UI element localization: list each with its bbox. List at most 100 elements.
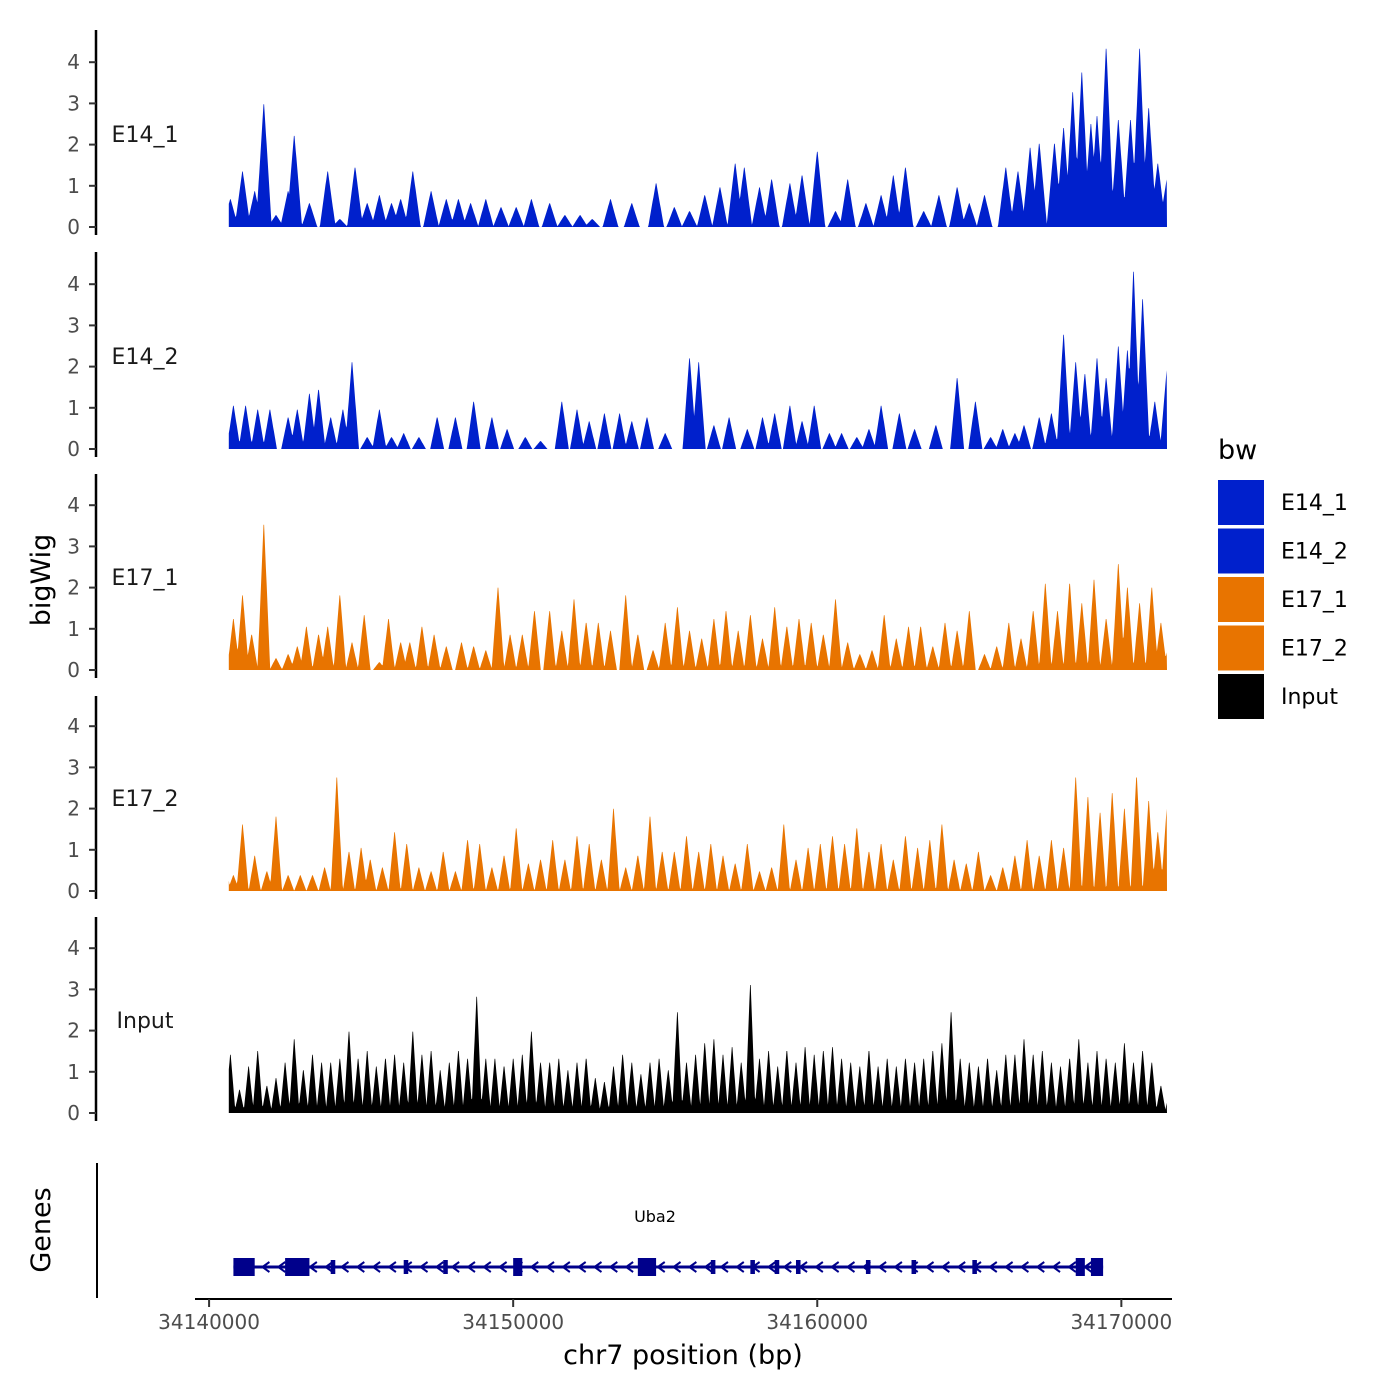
genes-track-title: Genes bbox=[26, 1187, 57, 1272]
gene-exon bbox=[865, 1260, 871, 1274]
gene-exon bbox=[443, 1260, 448, 1274]
strand-arrow bbox=[450, 1261, 460, 1273]
track-label: E17_2 bbox=[112, 787, 179, 812]
gene-exon bbox=[513, 1258, 523, 1276]
strand-arrow bbox=[671, 1261, 682, 1273]
strand-arrow bbox=[893, 1261, 903, 1273]
strand-arrow bbox=[735, 1261, 745, 1273]
legend-key-E14_1 bbox=[1218, 480, 1264, 525]
y-tick-label: 2 bbox=[67, 355, 80, 379]
strand-arrow bbox=[466, 1261, 476, 1273]
legend-key-E14_2 bbox=[1218, 528, 1264, 574]
track-label: E17_1 bbox=[112, 566, 179, 591]
gene-label: Uba2 bbox=[634, 1207, 676, 1226]
legend-key-E17_1 bbox=[1218, 577, 1264, 622]
strand-arrow bbox=[260, 1261, 271, 1273]
strand-arrow bbox=[766, 1261, 777, 1273]
y-tick-label: 1 bbox=[67, 396, 80, 420]
strand-arrow bbox=[1003, 1261, 1014, 1273]
y-tick-label: 1 bbox=[67, 838, 80, 862]
legend-label: E17_2 bbox=[1281, 637, 1348, 662]
track-E17_1: 0 1 2 3 4 E17_1 bbox=[67, 474, 1168, 682]
strand-arrow bbox=[482, 1261, 492, 1273]
strand-arrow bbox=[656, 1261, 666, 1273]
gene-track: Uba2 bbox=[96, 1163, 1104, 1298]
y-tick-label: 0 bbox=[67, 1101, 80, 1125]
strand-arrow bbox=[308, 1261, 318, 1273]
bigwig-tracks: 0 1 2 3 4 E14_1 0 1 2 3 4 E14_2 0 1 2 3 4 E17_1 0 1 2 3 4 E17_2… bbox=[67, 30, 1168, 1125]
legend-label: E17_1 bbox=[1281, 588, 1348, 613]
strand-arrow bbox=[988, 1261, 998, 1273]
gene-exon bbox=[1075, 1258, 1085, 1276]
y-tick-label: 4 bbox=[67, 493, 80, 517]
y-tick-label: 2 bbox=[67, 576, 80, 600]
y-tick-label: 4 bbox=[67, 272, 80, 296]
x-tick-label: 34160000 bbox=[766, 1310, 868, 1334]
x-tick-label: 34170000 bbox=[1070, 1310, 1172, 1334]
strand-arrow bbox=[956, 1261, 966, 1273]
strand-arrow bbox=[608, 1261, 618, 1273]
y-tick-label: 4 bbox=[67, 936, 80, 960]
strand-arrow bbox=[339, 1261, 350, 1273]
legend-label: Input bbox=[1281, 685, 1338, 710]
strand-arrow bbox=[719, 1261, 729, 1273]
x-tick-label: 34140000 bbox=[158, 1310, 260, 1334]
y-tick-label: 3 bbox=[67, 755, 80, 779]
strand-arrow bbox=[814, 1261, 824, 1273]
track-label: Input bbox=[117, 1009, 174, 1034]
strand-arrow bbox=[371, 1261, 381, 1273]
strand-arrow bbox=[782, 1261, 792, 1273]
gene-exon bbox=[403, 1260, 409, 1274]
strand-arrow bbox=[624, 1261, 634, 1273]
gene-exon bbox=[911, 1260, 917, 1274]
strand-arrow bbox=[576, 1261, 587, 1273]
gene-exon bbox=[1090, 1258, 1104, 1276]
y-tick-label: 2 bbox=[67, 1019, 80, 1043]
track-label: E14_2 bbox=[112, 345, 179, 370]
strand-arrow bbox=[387, 1261, 397, 1273]
y-tick-label: 2 bbox=[67, 797, 80, 821]
strand-arrow bbox=[940, 1261, 950, 1273]
gene-exon bbox=[330, 1260, 336, 1274]
y-tick-label: 1 bbox=[67, 617, 80, 641]
gene-exon bbox=[972, 1260, 977, 1274]
y-tick-label: 4 bbox=[67, 50, 80, 74]
gene-exon bbox=[750, 1260, 755, 1274]
strand-arrow bbox=[1067, 1261, 1077, 1273]
coverage-area-E14_2 bbox=[228, 271, 1168, 449]
gene-exon bbox=[233, 1258, 255, 1276]
y-tick-label: 0 bbox=[67, 215, 80, 239]
track-Input: 0 1 2 3 4 Input bbox=[67, 917, 1168, 1125]
coverage-area-Input bbox=[228, 985, 1168, 1113]
y-tick-label: 2 bbox=[67, 133, 80, 157]
legend-label: E14_2 bbox=[1281, 540, 1348, 565]
strand-arrow bbox=[545, 1261, 555, 1273]
y-tick-label: 1 bbox=[67, 1060, 80, 1084]
legend: bw E14_1 E14_2 E17_1 E17_2 Input bbox=[1218, 435, 1348, 719]
strand-arrow bbox=[924, 1261, 935, 1273]
strand-arrow bbox=[323, 1261, 334, 1273]
x-axis: 34140000 34150000 34160000 34170000 bbox=[158, 1298, 1172, 1334]
gene-model bbox=[233, 1258, 1104, 1276]
legend-label: E14_1 bbox=[1281, 491, 1348, 516]
y-tick-label: 0 bbox=[67, 658, 80, 682]
gene-exon bbox=[285, 1258, 310, 1276]
y-tick-label: 3 bbox=[67, 977, 80, 1001]
y-axis-title: bigWig bbox=[26, 534, 57, 627]
track-E14_1: 0 1 2 3 4 E14_1 bbox=[67, 30, 1168, 239]
y-tick-label: 1 bbox=[67, 174, 80, 198]
gene-exon bbox=[710, 1260, 716, 1274]
strand-arrow bbox=[687, 1261, 697, 1273]
strand-arrow bbox=[877, 1261, 887, 1273]
y-tick-label: 0 bbox=[67, 437, 80, 461]
gene-exon bbox=[637, 1258, 657, 1276]
strand-arrow bbox=[529, 1261, 539, 1273]
y-tick-label: 3 bbox=[67, 313, 80, 337]
strand-arrow bbox=[355, 1261, 365, 1273]
gene-exon bbox=[795, 1260, 801, 1274]
strand-arrow bbox=[497, 1261, 508, 1273]
strand-arrow bbox=[1019, 1261, 1030, 1273]
strand-arrow bbox=[561, 1261, 571, 1273]
gene-exon bbox=[774, 1260, 780, 1274]
y-tick-label: 4 bbox=[67, 714, 80, 738]
